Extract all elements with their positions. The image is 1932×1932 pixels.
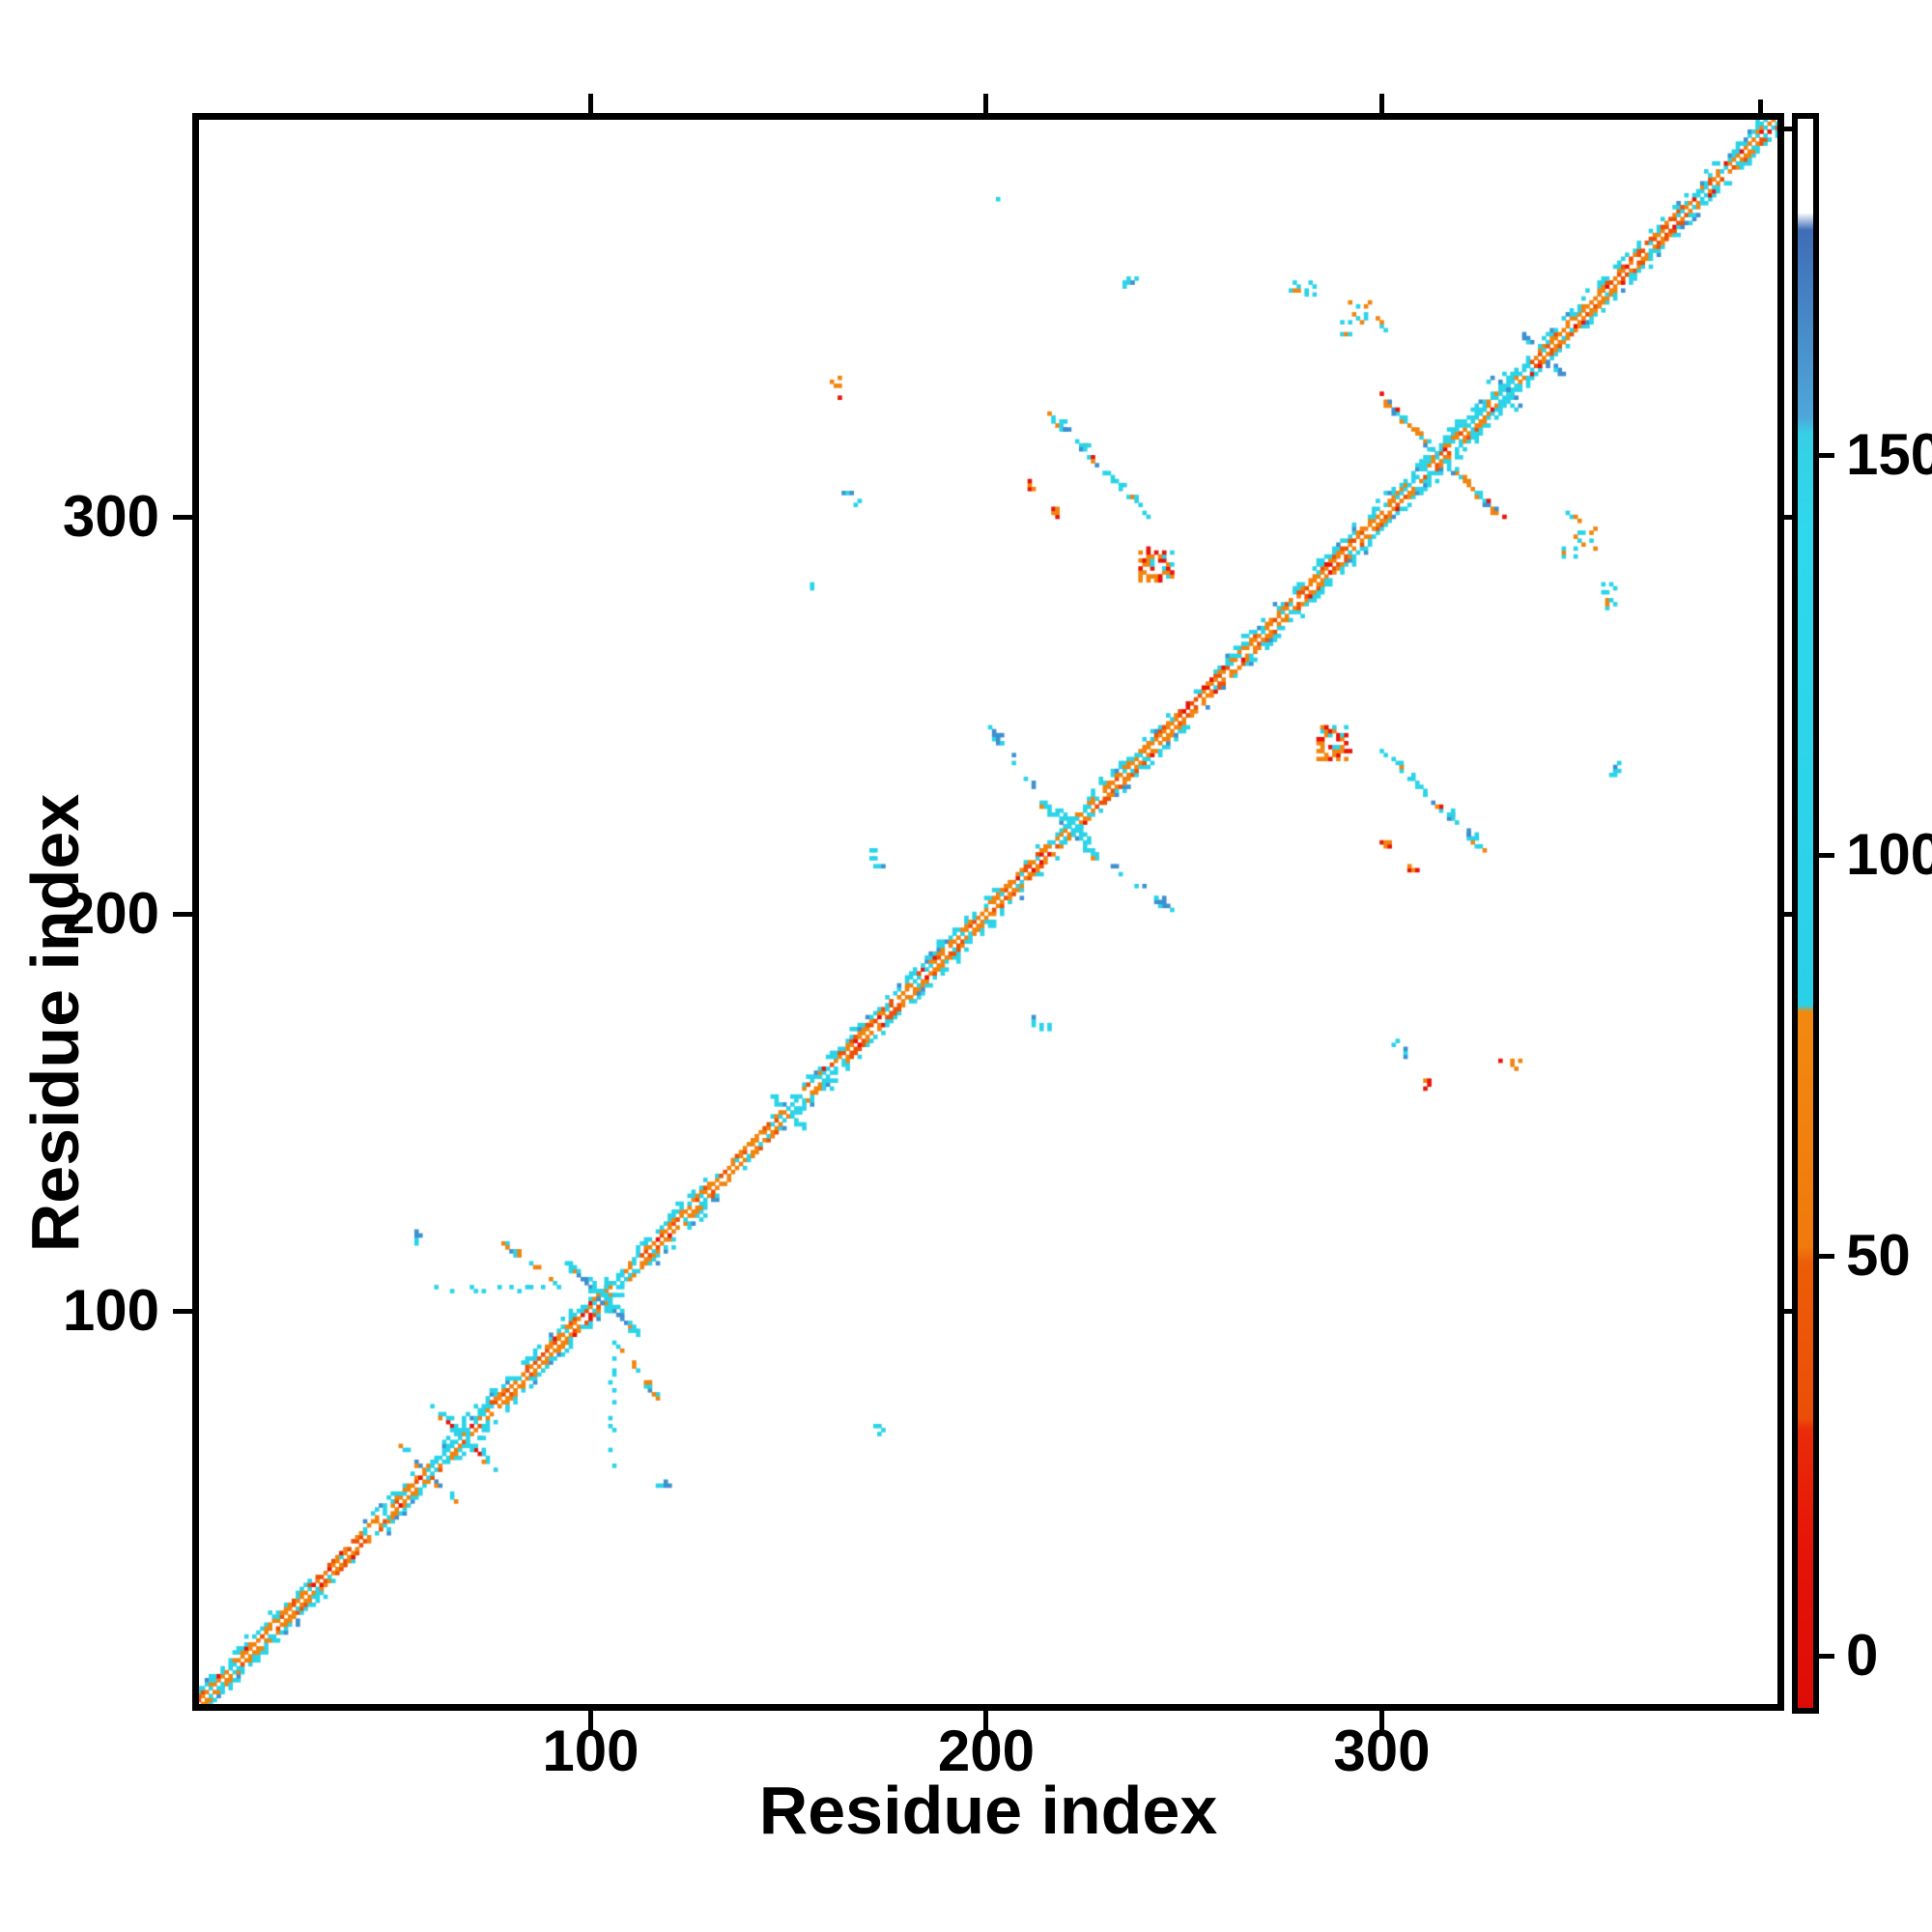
x-tick-label: 300 <box>1333 1719 1431 1783</box>
y-tick-label: 100 <box>62 1278 159 1344</box>
x-tick-bottom <box>1378 1711 1384 1730</box>
x-tick-bottom <box>587 1711 593 1730</box>
x-tick-label: 100 <box>542 1719 639 1783</box>
y-axis-title: Residue index <box>17 793 93 1253</box>
colorbar-tick <box>1819 1253 1834 1259</box>
colorbar-gradient <box>1798 119 1813 1708</box>
x-tick-label: 200 <box>937 1719 1035 1783</box>
colorbar-tick <box>1819 853 1834 859</box>
plot-area <box>192 113 1784 1711</box>
x-axis-title: Residue index <box>758 1773 1218 1848</box>
x-tick-top <box>587 94 593 113</box>
y-tick-label: 200 <box>62 881 159 947</box>
colorbar-tick-label: 0 <box>1846 1623 1879 1689</box>
x-minor-tick-top <box>1758 99 1763 113</box>
x-tick-top <box>1378 94 1384 113</box>
colorbar-tick-label: 150 <box>1846 422 1932 488</box>
y-minor-tick-right <box>1784 127 1798 131</box>
colorbar <box>1792 113 1819 1714</box>
colorbar-tick-label: 50 <box>1846 1222 1911 1288</box>
contact-map-canvas <box>199 120 1777 1704</box>
x-tick-top <box>983 94 989 113</box>
y-tick-left <box>173 514 192 520</box>
y-tick-left <box>173 911 192 917</box>
colorbar-tick-label: 100 <box>1846 822 1932 888</box>
colorbar-tick <box>1819 453 1834 459</box>
x-tick-bottom <box>983 1711 989 1730</box>
y-tick-left <box>173 1308 192 1314</box>
colorbar-tick <box>1819 1654 1834 1660</box>
y-tick-label: 300 <box>62 484 159 550</box>
